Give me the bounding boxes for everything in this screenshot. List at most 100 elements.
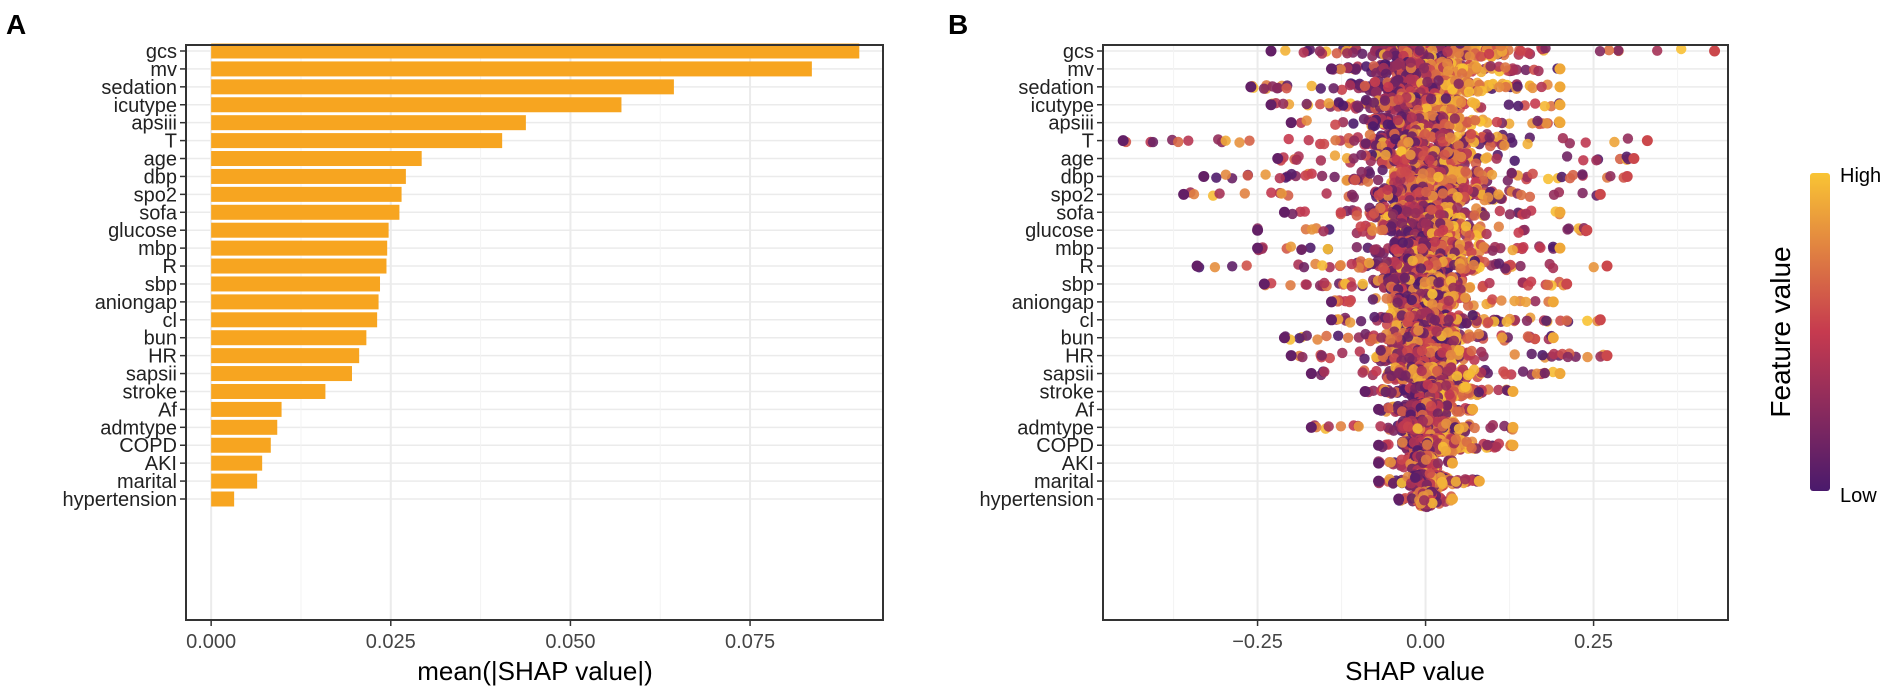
point (1455, 45, 1466, 49)
point (1382, 312, 1394, 324)
beeswarm-row-cl (1325, 306, 1606, 333)
point (1220, 135, 1231, 146)
point (1461, 436, 1472, 447)
point (1368, 333, 1379, 345)
point (1388, 273, 1399, 285)
point (1467, 403, 1479, 415)
point (1486, 169, 1498, 180)
point (1396, 454, 1407, 465)
point (1337, 117, 1349, 128)
panel-a-ylabel-T: T (165, 131, 177, 153)
point (1305, 421, 1317, 433)
point (1337, 347, 1348, 359)
point (1506, 167, 1517, 179)
point (1541, 315, 1552, 326)
point (1561, 151, 1573, 162)
point (1405, 57, 1416, 68)
point (1371, 365, 1382, 377)
point (1335, 421, 1347, 432)
point (1432, 365, 1443, 377)
point (1483, 192, 1494, 203)
panel-a-ylabel-hypertension: hypertension (62, 489, 177, 511)
point (1465, 128, 1477, 140)
panel-b-ylabel-T: T (1082, 131, 1094, 153)
point (1580, 137, 1591, 148)
point (1344, 296, 1355, 308)
point (1450, 476, 1462, 487)
panel-b-ylabel-aniongap: aniongap (1012, 292, 1094, 314)
point (1493, 384, 1504, 396)
point (1449, 113, 1461, 124)
point (1227, 261, 1238, 272)
panel-b-x-label: SHAP value (1345, 656, 1485, 686)
point (1475, 51, 1487, 62)
point (1515, 45, 1526, 56)
point (1361, 61, 1372, 72)
point (1483, 48, 1495, 60)
point (1285, 350, 1297, 362)
point (1390, 76, 1401, 87)
legend-high-label: High (1840, 165, 1881, 187)
bar-hypertension (211, 491, 235, 507)
point (1285, 241, 1297, 252)
legend-title: Feature value (1765, 246, 1796, 417)
point (1441, 400, 1453, 411)
point (1285, 117, 1297, 129)
point (1469, 210, 1480, 221)
point (1318, 226, 1329, 237)
beeswarm-row-dbp (1198, 163, 1633, 190)
point (1385, 457, 1397, 468)
point (1484, 132, 1495, 143)
point (1470, 115, 1481, 126)
panel-a-ylabel-AKI: AKI (145, 453, 177, 475)
panel-a-ylabel-gcs: gcs (146, 41, 177, 63)
point (1281, 83, 1292, 94)
panel-a-ylabel-aniongap: aniongap (95, 292, 177, 314)
point (1494, 82, 1505, 93)
point (1382, 50, 1393, 62)
point (1392, 297, 1403, 308)
point (1392, 115, 1404, 126)
point (1450, 434, 1462, 445)
point (1513, 100, 1524, 112)
bar-HR (211, 348, 360, 364)
point (1432, 408, 1444, 419)
point (1349, 174, 1361, 186)
point (1393, 94, 1404, 105)
point (1393, 493, 1405, 505)
point (1563, 223, 1574, 234)
point (1439, 149, 1450, 160)
point (1448, 282, 1459, 293)
point (1406, 294, 1418, 306)
beeswarm-row-spo2 (1178, 181, 1606, 208)
point (1446, 457, 1458, 469)
panel-a-ylabel-marital: marital (117, 471, 177, 493)
point (1425, 400, 1437, 412)
point (1325, 314, 1337, 326)
point (1260, 169, 1271, 180)
point (1422, 76, 1433, 88)
point (1316, 350, 1328, 361)
point (1491, 441, 1502, 452)
point (1512, 81, 1523, 92)
point (1297, 351, 1308, 363)
point (1437, 478, 1448, 489)
point (1463, 86, 1475, 98)
point (1509, 349, 1520, 360)
bar-bun (211, 330, 367, 346)
point (1437, 188, 1449, 199)
point (1211, 172, 1222, 183)
point (1433, 171, 1444, 183)
panel-b-points (1117, 45, 1721, 513)
point (1323, 98, 1335, 109)
point (1295, 206, 1306, 217)
point (1319, 277, 1330, 289)
point (1594, 314, 1606, 326)
point (1379, 95, 1391, 106)
point (1582, 315, 1593, 326)
point (1455, 263, 1466, 274)
point (1373, 475, 1385, 487)
point (1301, 98, 1312, 110)
panel-b-ylabel-admtype: admtype (1017, 417, 1094, 439)
